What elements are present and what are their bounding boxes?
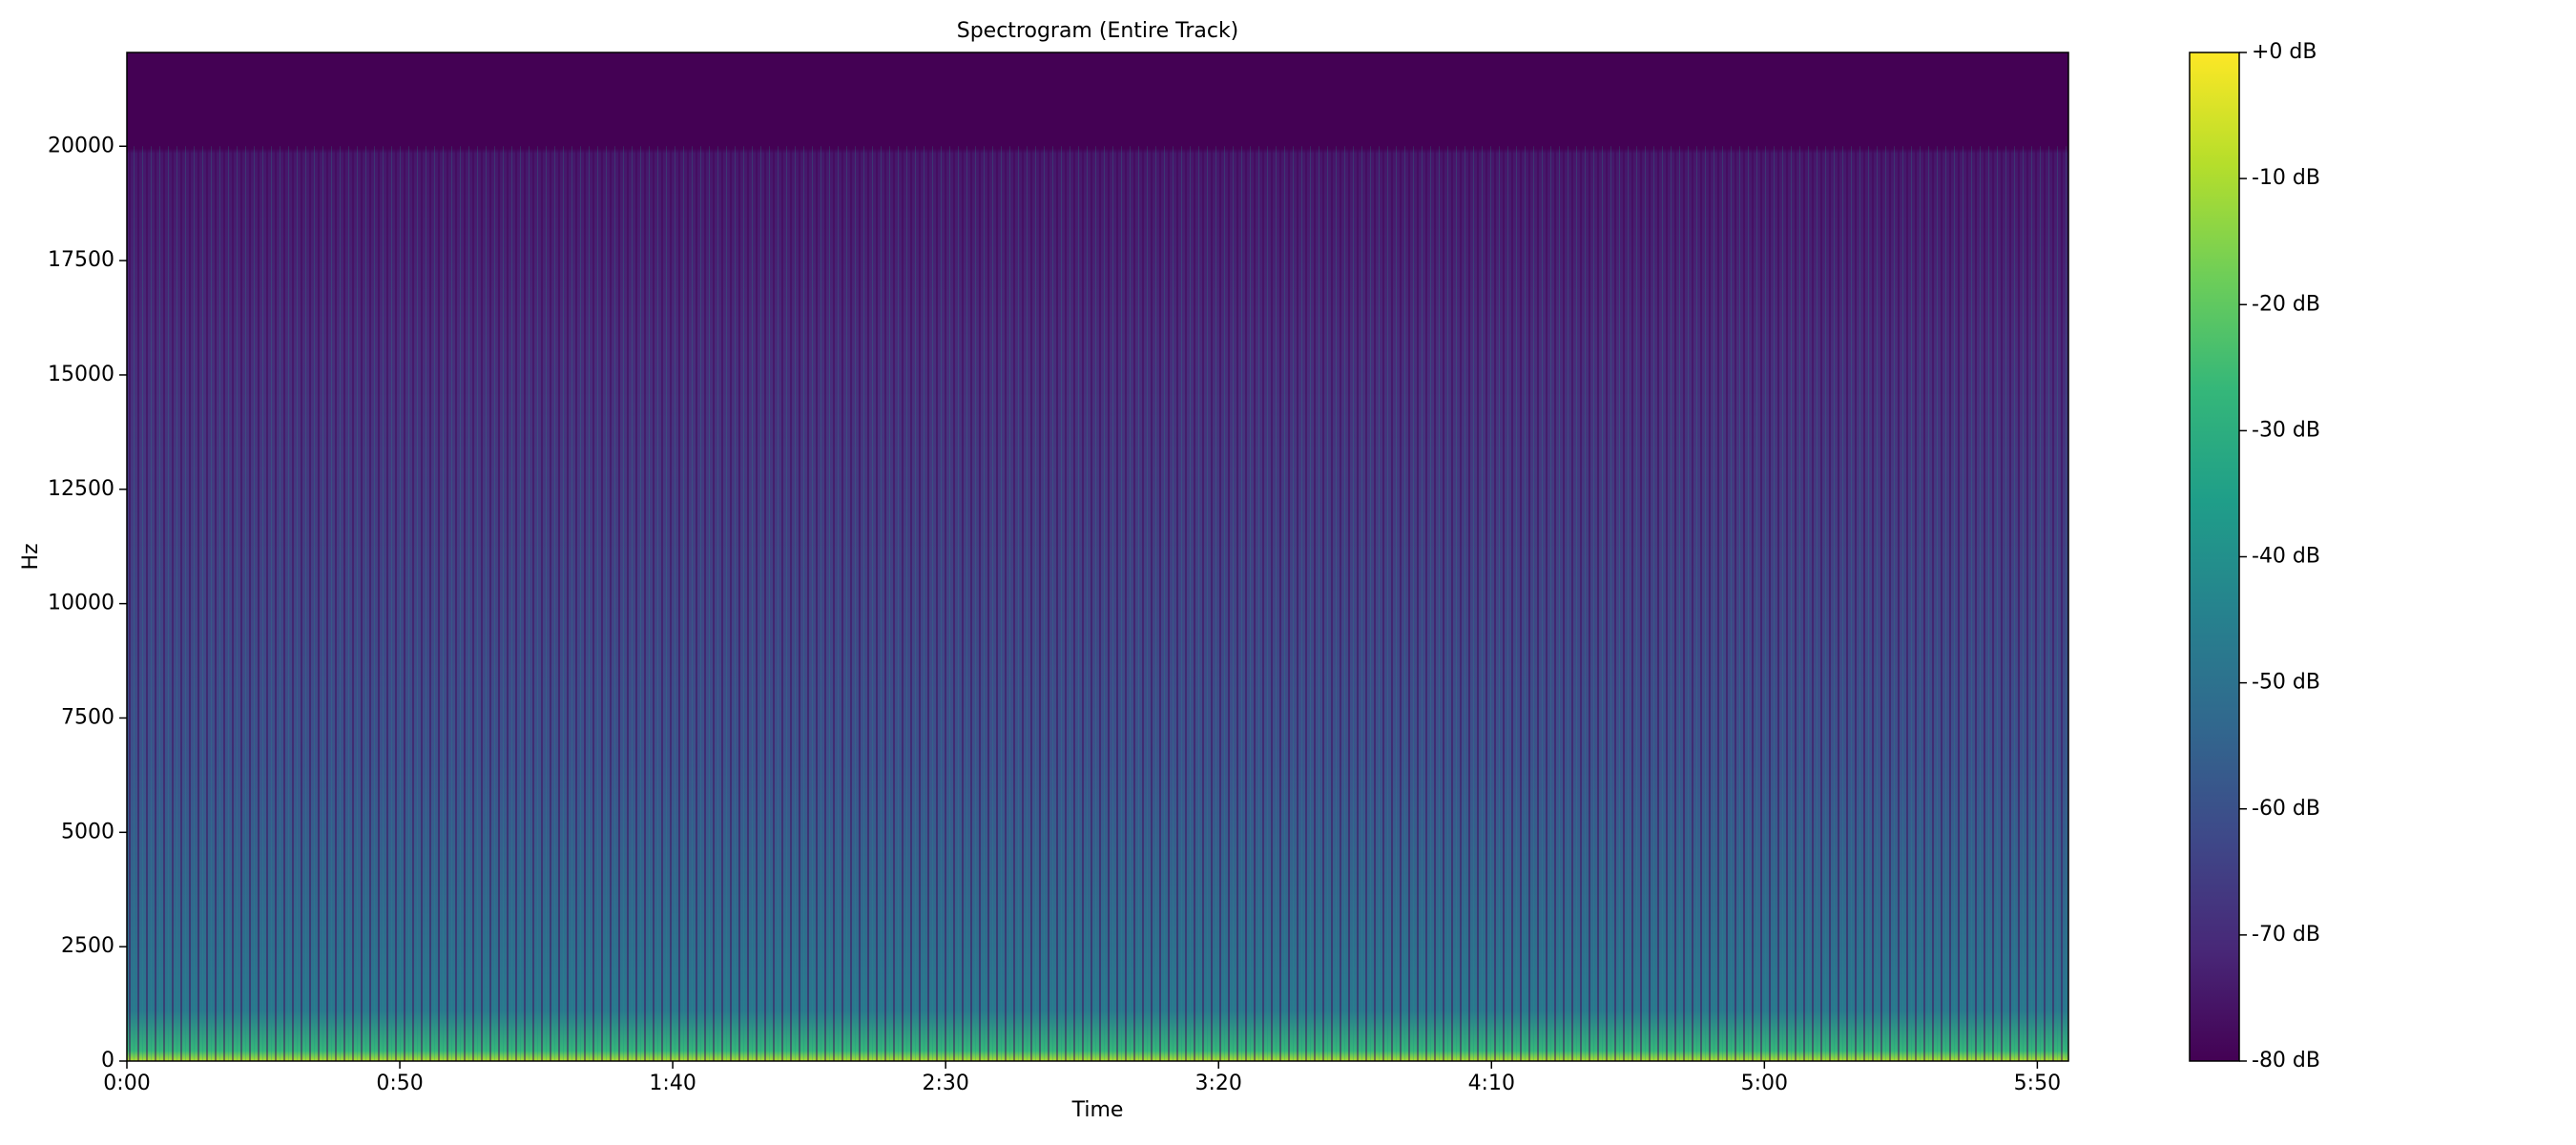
colorbar-tick-label: +0 dB bbox=[2252, 40, 2316, 64]
colorbar-tick-label: -60 dB bbox=[2252, 797, 2320, 821]
y-tick-label: 2500 bbox=[61, 934, 114, 958]
y-tick-label: 12500 bbox=[48, 477, 114, 501]
x-tick-label: 4:10 bbox=[1468, 1072, 1515, 1095]
y-tick-label: 0 bbox=[101, 1049, 114, 1072]
colorbar-tick-label: -30 dB bbox=[2252, 418, 2320, 442]
chart-title: Spectrogram (Entire Track) bbox=[957, 19, 1239, 43]
x-tick-label: 5:50 bbox=[2014, 1072, 2061, 1095]
spectrogram-texture bbox=[127, 146, 2068, 1061]
y-tick-label: 7500 bbox=[61, 705, 114, 729]
colorbar-tick-label: -80 dB bbox=[2252, 1049, 2320, 1072]
colorbar-tick-label: -10 dB bbox=[2252, 166, 2320, 190]
colorbar-tick-label: -40 dB bbox=[2252, 545, 2320, 569]
colorbar bbox=[2189, 52, 2240, 1062]
x-tick-label: 0:50 bbox=[376, 1072, 423, 1095]
y-tick-label: 5000 bbox=[61, 820, 114, 843]
colorbar-tick-label: -20 dB bbox=[2252, 292, 2320, 316]
x-tick-label: 5:00 bbox=[1741, 1072, 1788, 1095]
y-tick-label: 20000 bbox=[48, 134, 114, 157]
y-tick-label: 10000 bbox=[48, 592, 114, 615]
plot-frame bbox=[126, 52, 2069, 1062]
y-tick-label: 17500 bbox=[48, 248, 114, 272]
x-tick-label: 0:00 bbox=[103, 1072, 150, 1095]
x-tick-label: 2:30 bbox=[922, 1072, 968, 1095]
x-tick-label: 1:40 bbox=[649, 1072, 696, 1095]
y-axis-label: Hz bbox=[19, 543, 43, 570]
x-axis-label: Time bbox=[1071, 1098, 1124, 1122]
x-tick-label: 3:20 bbox=[1195, 1072, 1242, 1095]
y-tick-label: 15000 bbox=[48, 363, 114, 386]
colorbar-tick-label: -50 dB bbox=[2252, 671, 2320, 695]
colorbar-tick-label: -70 dB bbox=[2252, 923, 2320, 947]
